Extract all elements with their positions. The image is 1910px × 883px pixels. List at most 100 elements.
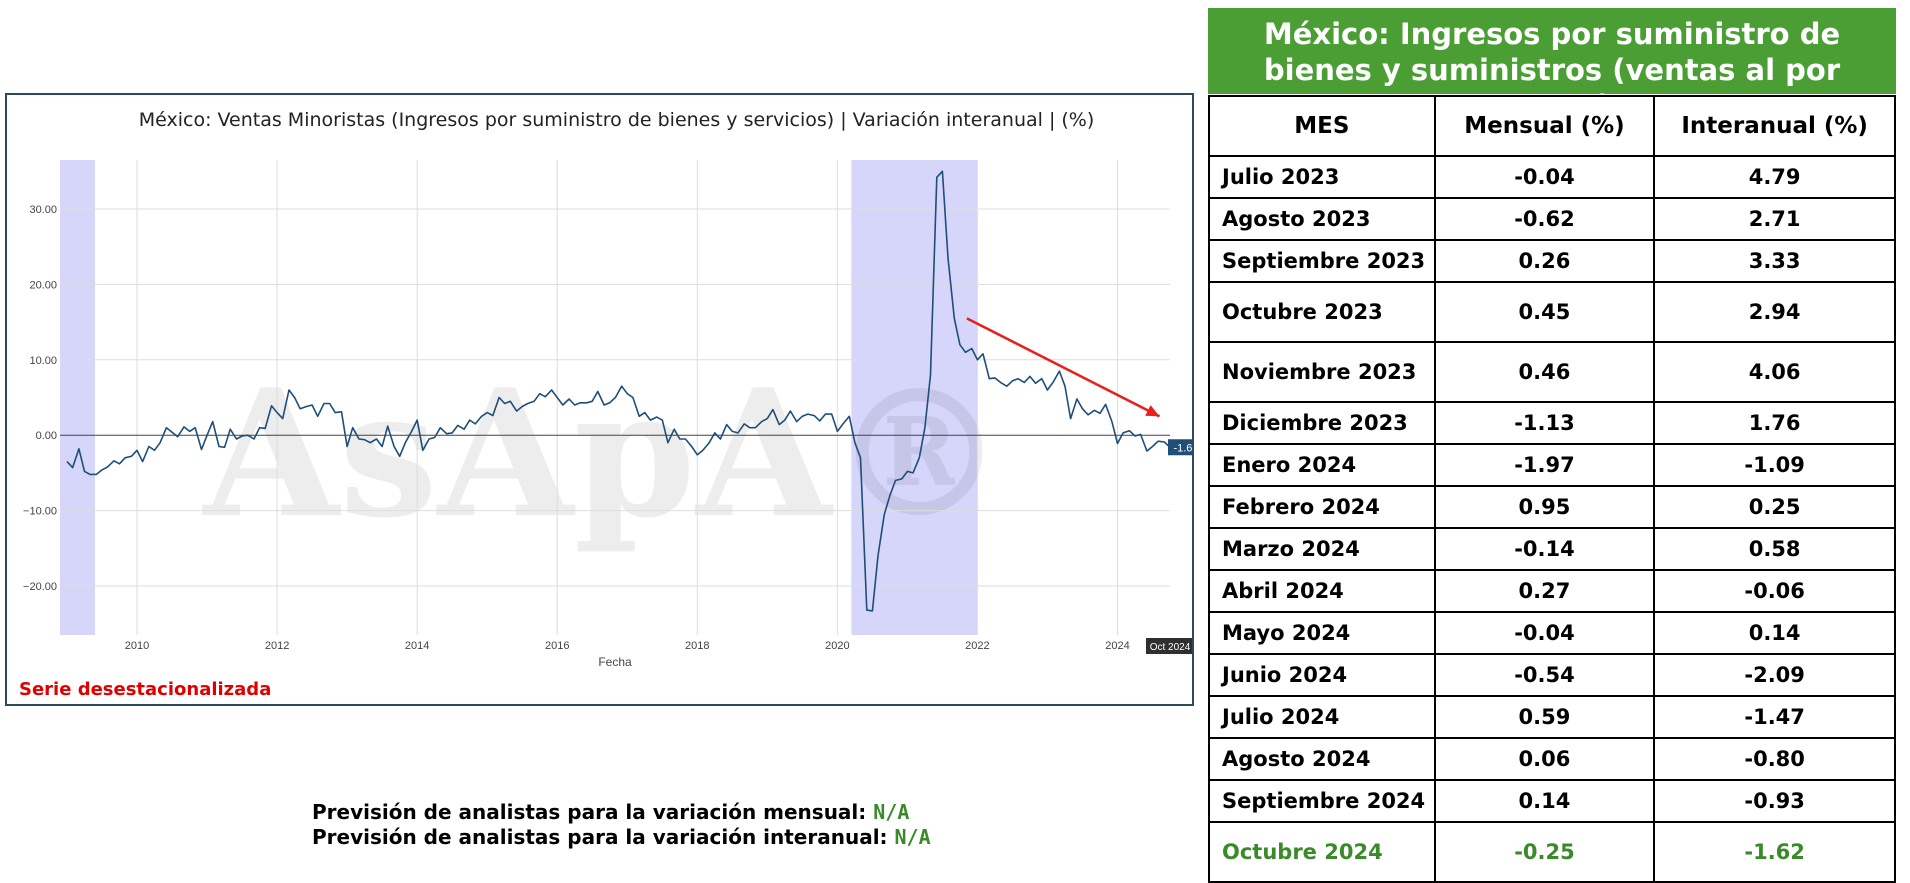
annual-cell: -1.09 [1653,443,1896,487]
table-row: Diciembre 2023 -1.13 1.76 [1208,401,1896,445]
data-table: MES Mensual (%) Interanual (%) Julio 202… [1208,95,1896,883]
monthly-cell: -0.14 [1433,527,1656,571]
table-row: Abril 2024 0.27 -0.06 [1208,569,1896,613]
month-cell: Abril 2024 [1208,569,1436,613]
x-tick-label: 2022 [965,640,989,652]
month-cell: Septiembre 2024 [1208,779,1436,823]
header-interanual: Interanual (%) [1653,95,1896,157]
y-tick-label: 0.00 [36,430,57,442]
annual-cell: 0.58 [1653,527,1896,571]
y-tick-label: −20.00 [23,581,57,593]
table-row: Marzo 2024 -0.14 0.58 [1208,527,1896,571]
table-row: Agosto 2023 -0.62 2.71 [1208,197,1896,241]
table-row: Julio 2023 -0.04 4.79 [1208,155,1896,199]
annual-cell: 0.25 [1653,485,1896,529]
month-cell: Octubre 2024 [1208,821,1436,883]
month-cell: Septiembre 2023 [1208,239,1436,283]
monthly-cell: -0.04 [1433,155,1656,199]
annual-cell: 3.33 [1653,239,1896,283]
x-tick-label: 2014 [405,640,429,652]
x-tick-label: 2020 [825,640,849,652]
annual-cell: 2.71 [1653,197,1896,241]
forecast-annual-value: N/A [894,825,931,849]
data-table-panel: México: Ingresos por suministro de biene… [1208,8,1896,883]
month-cell: Febrero 2024 [1208,485,1436,529]
table-row: Octubre 2024 -0.25 -1.62 [1208,821,1896,883]
annual-cell: -1.62 [1653,821,1896,883]
table-row: Octubre 2023 0.45 2.94 [1208,281,1896,343]
table-row: Septiembre 2024 0.14 -0.93 [1208,779,1896,823]
monthly-cell: 0.46 [1433,341,1656,403]
y-tick-label: 10.00 [29,355,57,367]
month-cell: Agosto 2023 [1208,197,1436,241]
monthly-cell: -0.62 [1433,197,1656,241]
table-header-row: MES Mensual (%) Interanual (%) [1208,95,1896,157]
annual-cell: 0.14 [1653,611,1896,655]
header-mensual: Mensual (%) [1433,95,1656,157]
monthly-cell: -1.13 [1433,401,1656,445]
trend-arrow-head [1145,405,1160,417]
watermark: AsApA® [201,352,1006,557]
annual-cell: -0.06 [1653,569,1896,613]
trend-arrow-line [966,317,1161,418]
table-row: Julio 2024 0.59 -1.47 [1208,695,1896,739]
forecast-monthly-value: N/A [873,800,910,824]
last-date-badge [1146,638,1192,654]
monthly-cell: -1.97 [1433,443,1656,487]
monthly-cell: -0.54 [1433,653,1656,697]
month-cell: Marzo 2024 [1208,527,1436,571]
table-row: Septiembre 2023 0.26 3.33 [1208,239,1896,283]
forecast-monthly: Previsión de analistas para la variación… [312,800,909,824]
table-row: Agosto 2024 0.06 -0.80 [1208,737,1896,781]
shaded-period [851,160,978,635]
table-row: Noviembre 2023 0.46 4.06 [1208,341,1896,403]
monthly-cell: 0.06 [1433,737,1656,781]
last-value-badge [1168,439,1192,456]
y-tick-label: 20.00 [29,279,57,291]
annual-cell: 2.94 [1653,281,1896,343]
x-tick-label: 2016 [545,640,569,652]
x-tick-label: 2012 [265,640,289,652]
table-row: Enero 2024 -1.97 -1.09 [1208,443,1896,487]
table-row: Junio 2024 -0.54 -2.09 [1208,653,1896,697]
x-tick-label: 2010 [125,640,149,652]
month-cell: Noviembre 2023 [1208,341,1436,403]
month-cell: Julio 2024 [1208,695,1436,739]
shaded-period [60,160,96,635]
table-row: Febrero 2024 0.95 0.25 [1208,485,1896,529]
month-cell: Octubre 2023 [1208,281,1436,343]
forecast-annual: Previsión de analistas para la variación… [312,825,931,849]
y-tick-label: 30.00 [29,204,57,216]
month-cell: Mayo 2024 [1208,611,1436,655]
annual-cell: -1.47 [1653,695,1896,739]
x-tick-label: 2024 [1105,640,1129,652]
last-value-label: -1.62 [1173,442,1192,454]
line-chart: AsApA® 2010 2012 2014 2016 2018 2020 2022 2024 −2… [23,160,1192,669]
table-row: Mayo 2024 -0.04 0.14 [1208,611,1896,655]
last-date-label: Oct 2024 [1150,642,1191,653]
month-cell: Diciembre 2023 [1208,401,1436,445]
monthly-cell: 0.59 [1433,695,1656,739]
monthly-cell: 0.45 [1433,281,1656,343]
x-tick-label: 2018 [685,640,709,652]
forecast-annual-label: Previsión de analistas para la variación… [312,825,888,849]
seasonal-adjustment-note: Serie desestacionalizada [19,679,272,700]
annual-cell: 1.76 [1653,401,1896,445]
annual-cell: -0.93 [1653,779,1896,823]
monthly-cell: 0.26 [1433,239,1656,283]
month-cell: Agosto 2024 [1208,737,1436,781]
monthly-cell: -0.04 [1433,611,1656,655]
annual-cell: -0.80 [1653,737,1896,781]
table-title: México: Ingresos por suministro de biene… [1208,8,1896,123]
chart-panel: México: Ventas Minoristas (Ingresos por … [5,93,1194,706]
monthly-cell: 0.27 [1433,569,1656,613]
x-axis-label: Fecha [598,655,632,669]
month-cell: Junio 2024 [1208,653,1436,697]
y-tick-label: −10.00 [23,506,57,518]
header-mes: MES [1208,95,1436,157]
annual-cell: 4.79 [1653,155,1896,199]
month-cell: Enero 2024 [1208,443,1436,487]
monthly-cell: 0.95 [1433,485,1656,529]
month-cell: Julio 2023 [1208,155,1436,199]
annual-cell: -2.09 [1653,653,1896,697]
